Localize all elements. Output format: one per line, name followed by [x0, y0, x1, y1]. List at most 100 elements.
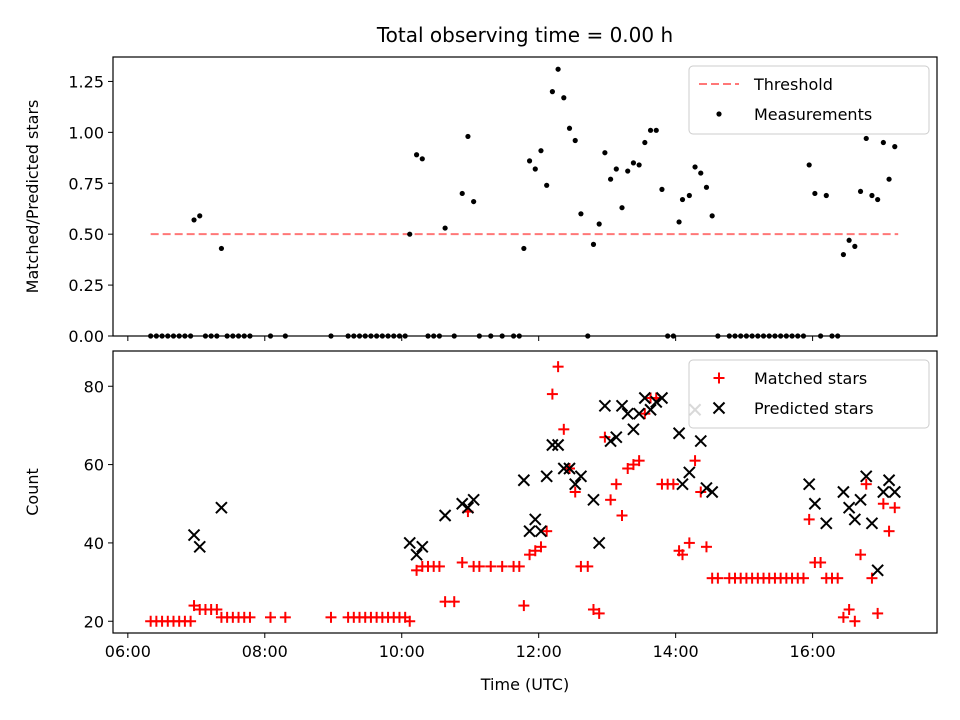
legend-label-0-1: Measurements [754, 105, 872, 124]
point-0-0-77 [679, 196, 686, 203]
y-tick-label-0-0: 0.00 [68, 327, 104, 346]
point-0-0-66 [619, 205, 625, 211]
point-1-0-49 [518, 600, 530, 612]
point-1-0-75 [667, 478, 679, 490]
point-1-1-10-b [517, 474, 531, 487]
point-0-0-79 [692, 164, 698, 170]
point-1-0-41 [456, 557, 468, 568]
point-1-0-98 [803, 513, 815, 525]
point-1-1-17-b [557, 462, 571, 475]
point-1-1-40 [705, 485, 719, 499]
point-1-1-28 [627, 423, 640, 436]
point-0-0-110 [875, 196, 881, 203]
point-0-0-56 [561, 95, 567, 101]
legend-swatch-1-1-b [712, 401, 726, 415]
point-1-1-26-b [615, 399, 629, 413]
point-1-1-32 [650, 395, 663, 409]
point-1-1-21-b [587, 493, 600, 507]
point-1-1-14-b [540, 470, 553, 483]
point-0-0-33 [407, 231, 413, 237]
point-0-0-69 [636, 162, 642, 168]
point-0-0-81 [703, 184, 710, 190]
point-0-0-52 [538, 148, 544, 154]
y-tick-label-0-3: 0.75 [68, 174, 104, 193]
point-1-0-53 [541, 525, 553, 537]
ratio-panel: Matched/Predicted stars 0.00 0.25 0.50 0.75 1… [23, 56, 938, 346]
point-1-1-2-b [215, 501, 228, 514]
point-1-1-15 [546, 438, 559, 452]
point-1-0-80 [695, 486, 707, 498]
point-0-0-50 [526, 158, 533, 164]
point-1-0-70 [639, 408, 651, 420]
point-0-0-64 [607, 176, 614, 182]
point-1-0-69 [633, 455, 645, 467]
y-tick-label-1-1: 40 [84, 534, 104, 553]
point-0-0-73 [659, 186, 665, 192]
point-1-1-33 [655, 391, 669, 405]
point-1-1-40-b [705, 485, 719, 499]
point-1-1-18-b [563, 462, 576, 475]
point-1-1-23-b [598, 399, 612, 413]
point-1-1-14 [540, 470, 553, 483]
point-1-1-22-b [592, 536, 606, 550]
point-1-1-47-b [854, 493, 867, 507]
point-0-0-112 [886, 176, 892, 182]
y-tick-label-0-2: 0.50 [68, 225, 104, 244]
point-1-0-77 [676, 549, 688, 561]
point-1-1-5 [416, 540, 429, 554]
point-0-0-72 [653, 127, 659, 133]
point-0-0-78 [686, 192, 692, 199]
point-1-1-53 [888, 485, 901, 499]
point-1-0-34 [411, 564, 423, 576]
point-1-1-33-b [655, 391, 669, 405]
series-1-0 [145, 361, 901, 627]
point-0-0-53 [544, 182, 550, 188]
point-1-1-30 [638, 391, 652, 405]
point-1-1-47 [854, 493, 867, 507]
point-0-0-61 [590, 241, 597, 247]
point-0-0-9 [197, 213, 203, 219]
legend-label-1-0: Matched stars [754, 369, 867, 388]
legend-label-0-0: Threshold [753, 75, 833, 94]
point-1-1-6-b [438, 509, 452, 522]
point-1-1-43-b [820, 517, 833, 530]
point-1-1-2 [215, 501, 228, 514]
point-1-1-1-b [193, 540, 206, 554]
point-0-0-35 [419, 156, 425, 162]
point-0-0-43 [471, 198, 477, 205]
y-tick-label-0-4: 1.00 [68, 123, 104, 142]
point-1-1-4-b [410, 548, 423, 561]
point-1-1-4 [410, 548, 423, 561]
point-0-0-67 [625, 168, 631, 174]
point-1-1-5-b [416, 540, 429, 554]
point-0-0-57 [566, 125, 573, 131]
point-1-1-0 [187, 528, 201, 542]
point-1-1-31-b [644, 403, 657, 416]
point-0-0-51 [532, 166, 538, 172]
point-1-0-44 [473, 560, 485, 572]
point-1-0-61 [587, 604, 599, 615]
point-1-1-26 [615, 399, 629, 413]
point-1-1-16 [551, 438, 565, 452]
point-1-1-8-b [461, 501, 475, 514]
point-1-0-40 [448, 596, 460, 608]
point-1-0-81 [700, 541, 712, 553]
point-1-1-3 [403, 536, 416, 550]
point-1-1-29-b [632, 407, 646, 420]
point-1-0-48 [513, 560, 525, 572]
point-1-1-35 [676, 477, 689, 491]
point-1-1-30-b [638, 391, 652, 405]
point-1-1-7 [456, 497, 469, 510]
point-1-1-19 [569, 477, 582, 491]
y-tick-label-0-1: 0.25 [68, 276, 104, 295]
point-1-1-43 [820, 517, 833, 530]
point-1-1-44 [837, 485, 850, 499]
point-1-0-18 [244, 611, 256, 623]
point-1-1-29 [632, 407, 646, 420]
point-1-1-21 [587, 493, 600, 507]
x-tick-label-2: 10:00 [379, 642, 425, 661]
point-1-1-16-b [551, 438, 565, 452]
point-0-0-65 [613, 166, 619, 172]
point-1-1-38-b [694, 434, 707, 448]
